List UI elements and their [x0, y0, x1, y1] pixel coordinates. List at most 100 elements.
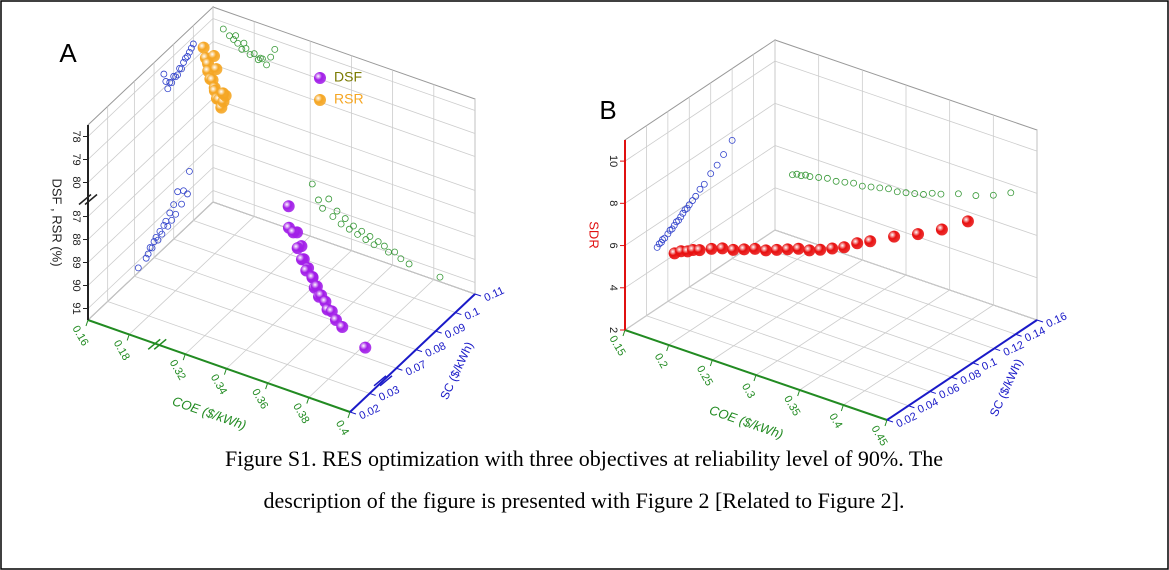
side-projection [664, 230, 672, 238]
axis-break [84, 193, 98, 206]
back-projection [319, 204, 326, 212]
grid-line [212, 18, 476, 111]
side-projection [134, 264, 142, 272]
y-tick [474, 293, 482, 297]
x-tick [666, 344, 670, 352]
z-axis-title: DSF , RSR (%) [50, 178, 65, 266]
grid-line [87, 98, 214, 217]
back-projection [789, 171, 796, 179]
side-projection [675, 216, 682, 224]
point [770, 243, 783, 256]
point [282, 200, 295, 213]
back-projection [366, 233, 374, 240]
point [306, 271, 319, 284]
grid-line [128, 216, 255, 335]
back-projection [802, 171, 809, 179]
side-projection [166, 209, 174, 217]
grid-line [712, 259, 863, 361]
side-projection [658, 238, 665, 246]
back-projection [254, 56, 262, 64]
back-projection [405, 260, 413, 268]
grid-line [624, 187, 776, 289]
x-tick [265, 382, 269, 390]
grid-line [624, 145, 776, 246]
grid-line [212, 64, 476, 157]
point [291, 242, 304, 255]
x-tick [709, 359, 713, 367]
back-projection [972, 192, 980, 199]
grid-line [308, 279, 435, 398]
back-projection [955, 190, 962, 198]
grid-line [668, 244, 819, 346]
side-projection [655, 240, 663, 248]
grid-line [267, 264, 393, 384]
grid-line [87, 41, 214, 160]
back-projection [841, 178, 849, 186]
point [336, 321, 349, 334]
back-projection [806, 173, 814, 180]
side-projection [162, 78, 170, 85]
z-tick-label: 89 [70, 256, 82, 268]
back-projection [937, 190, 945, 198]
back-projection [246, 51, 254, 58]
back-projection [315, 196, 322, 204]
side-projection [172, 73, 180, 81]
side-projection [666, 226, 674, 234]
side-projection [187, 44, 195, 52]
side-projection [677, 213, 685, 221]
grid-line [774, 60, 1038, 152]
x-axis [624, 329, 888, 421]
side-projection [670, 221, 678, 229]
point [295, 253, 308, 266]
grid-line [87, 201, 214, 321]
point [826, 242, 839, 255]
side-projection [679, 209, 687, 217]
side-projection [713, 161, 721, 169]
y-tick-label: 0.1 [463, 306, 482, 323]
grid-line [184, 235, 311, 355]
caption-line: Figure S1. RES optimization with three o… [225, 446, 943, 471]
side-projection [683, 204, 691, 212]
axis-break [78, 193, 92, 206]
side-projection [166, 78, 174, 86]
back-projection [858, 182, 866, 190]
side-projection [659, 236, 666, 243]
grid-line [753, 243, 1016, 335]
grid-line [667, 301, 930, 392]
z-tick-label: 80 [70, 176, 82, 188]
x-tick [797, 389, 801, 397]
x-tick [182, 353, 186, 361]
grid-line [624, 60, 776, 162]
z-tick-label: 87 [70, 210, 82, 222]
panel-label: A [59, 38, 77, 68]
back-projection [911, 190, 919, 197]
grid-line [193, 220, 456, 313]
back-projection [893, 188, 901, 196]
grid-line [87, 121, 214, 240]
grid-line [134, 275, 397, 369]
z-tick-label: 91 [70, 302, 82, 314]
z-tick-label: 2 [607, 327, 619, 333]
point [727, 243, 740, 256]
grid-line [87, 18, 214, 137]
side-projection [728, 136, 736, 144]
side-projection [692, 192, 700, 200]
grid-line [87, 64, 214, 183]
y-axis [349, 293, 476, 413]
grid-line [843, 304, 994, 406]
side-projection [681, 206, 689, 214]
back-projection [867, 183, 875, 191]
side-projection [164, 85, 172, 93]
x-tick [306, 397, 310, 404]
x-tick [840, 404, 844, 412]
grid-line [107, 301, 370, 394]
back-projection [263, 61, 270, 69]
legend-marker [314, 72, 326, 84]
side-projection [150, 238, 158, 245]
point [217, 87, 230, 100]
side-projection [160, 70, 168, 78]
back-projection [308, 180, 316, 188]
point [359, 341, 372, 354]
